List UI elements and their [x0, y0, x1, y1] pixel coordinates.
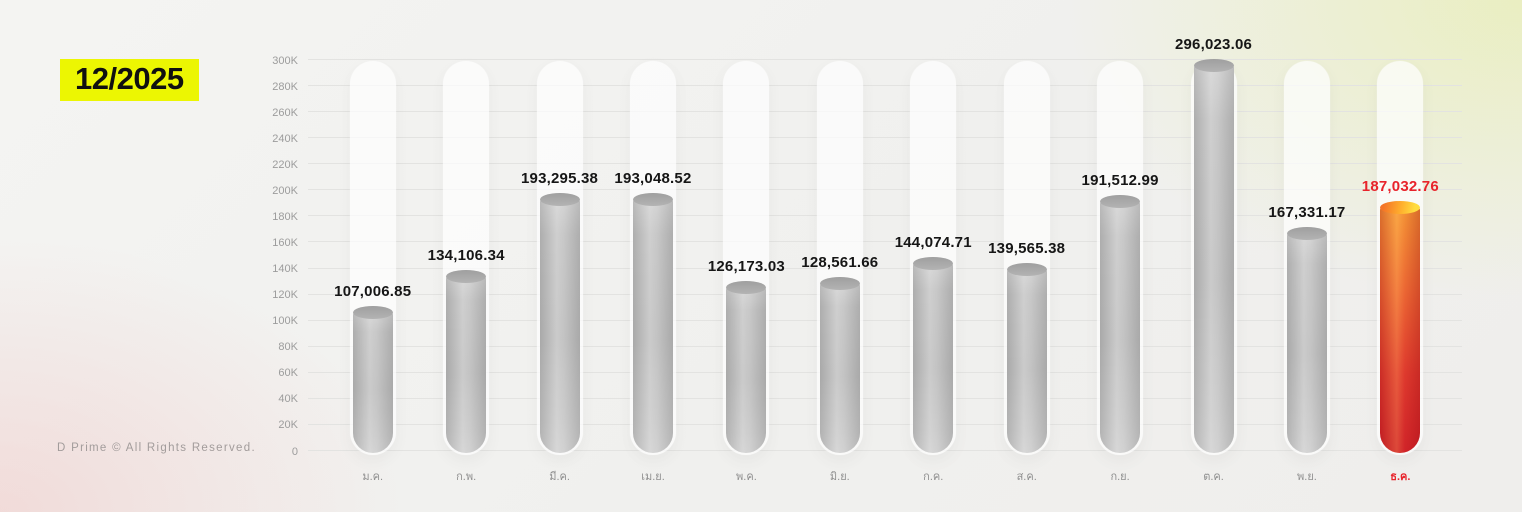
- x-axis-label: ก.พ.: [456, 471, 477, 483]
- bar-fill: [1100, 195, 1141, 453]
- bar-column: 193,048.52 เม.ย.: [606, 60, 699, 483]
- y-axis-label: 40K: [278, 393, 298, 406]
- x-axis-label: เม.ย.: [641, 471, 665, 483]
- bar-fill: [352, 305, 393, 453]
- x-axis-label: พ.ย.: [1297, 471, 1317, 483]
- y-axis-label: 0: [291, 445, 298, 458]
- bar-column: 187,032.76 ธ.ค.: [1354, 60, 1447, 483]
- bar-fill-top-ellipse: [1286, 226, 1327, 240]
- x-axis-label: ธ.ค.: [1390, 471, 1411, 483]
- bar-fill: [446, 270, 487, 453]
- y-axis-label: 280K: [272, 80, 298, 93]
- bar-value-label: 126,173.03: [707, 257, 785, 275]
- y-axis-label: 300K: [272, 54, 298, 67]
- bar-fill: [539, 193, 580, 453]
- bar-fill: [632, 193, 673, 453]
- gridline: [308, 163, 1462, 165]
- y-axis-label: 200K: [272, 184, 298, 197]
- x-axis-label: ก.ย.: [1110, 471, 1130, 483]
- bar-value-label: 193,048.52: [614, 170, 692, 188]
- bar-fill-top-ellipse: [1380, 201, 1421, 215]
- bar-fill-top-ellipse: [819, 277, 860, 291]
- bar-column: 126,173.03 พ.ค.: [700, 60, 793, 483]
- bar-fill-top-ellipse: [352, 305, 393, 319]
- gridline: [308, 319, 1462, 321]
- plot-area: 107,006.85 ม.ค. 134,106.34 ก.พ. 193,295.38 มี…: [308, 36, 1462, 483]
- bar-fill: [1193, 59, 1234, 453]
- y-axis: 0 20K 40K 60K 80K 100K 120K 140K 160K 180K 200K 220…: [228, 55, 298, 458]
- bar-column: 134,106.34 ก.พ.: [419, 60, 512, 483]
- period-badge: 12/2025: [60, 59, 199, 102]
- x-axis-label: ส.ค.: [1016, 471, 1037, 483]
- bar-fill-top-ellipse: [446, 270, 487, 284]
- y-axis-label: 100K: [272, 315, 298, 328]
- gridline: [308, 137, 1462, 139]
- bar-value-label: 144,074.71: [894, 234, 972, 252]
- y-axis-label: 20K: [278, 419, 298, 432]
- bar-fill: [913, 257, 954, 453]
- gridline: [308, 423, 1462, 425]
- bar-fill-top-ellipse: [539, 193, 580, 207]
- x-axis-label: ม.ค.: [362, 471, 384, 483]
- gridline: [308, 111, 1462, 113]
- gridline: [308, 215, 1462, 217]
- bar-fill-top-ellipse: [1100, 195, 1141, 209]
- bar-fill: [1286, 226, 1327, 453]
- bar-value-label: 128,561.66: [801, 254, 879, 272]
- copyright-text: D Prime © All Rights Reserved.: [57, 442, 256, 454]
- gridline: [308, 397, 1462, 399]
- bar-column: 167,331.17 พ.ย.: [1260, 60, 1353, 483]
- gridline: [308, 241, 1462, 243]
- bar-value-label: 187,032.76: [1361, 178, 1439, 196]
- bar-fill: [819, 277, 860, 453]
- y-axis-label: 120K: [272, 289, 298, 302]
- y-axis-label: 60K: [278, 367, 298, 380]
- gridline: [308, 267, 1462, 269]
- bar-fill-top-ellipse: [726, 280, 767, 294]
- x-axis-label: ต.ค.: [1203, 471, 1224, 483]
- bar-value-label: 193,295.38: [521, 170, 599, 188]
- bar-column: 139,565.38 ส.ค.: [980, 60, 1073, 483]
- x-axis-label: มิ.ย.: [829, 471, 850, 483]
- bar-column: 193,295.38 มี.ค.: [513, 60, 606, 483]
- bar-value-label: 191,512.99: [1081, 172, 1159, 190]
- gridline: [308, 189, 1462, 191]
- bar-column: 144,074.71 ก.ค.: [887, 60, 980, 483]
- bar-column: 107,006.85 ม.ค.: [326, 60, 419, 483]
- y-axis-label: 240K: [272, 132, 298, 145]
- bar-fill-top-ellipse: [913, 257, 954, 271]
- bar-fill-top-ellipse: [1006, 263, 1047, 277]
- bar-value-label: 139,565.38: [988, 240, 1066, 258]
- bar-fill: [1380, 201, 1421, 453]
- gridline: [308, 85, 1462, 87]
- bar-fill-top-ellipse: [632, 193, 673, 207]
- y-axis-label: 80K: [278, 341, 298, 354]
- y-axis-label: 140K: [272, 263, 298, 276]
- x-axis-label: มี.ค.: [549, 471, 570, 483]
- bar-fill: [1006, 263, 1047, 453]
- bar-column: 296,023.06 ต.ค.: [1167, 36, 1260, 483]
- x-axis-label: ก.ค.: [923, 471, 944, 483]
- gridline: [308, 59, 1462, 60]
- bar-value-label: 107,006.85: [334, 282, 412, 300]
- y-axis-label: 260K: [272, 106, 298, 119]
- gridline: [308, 450, 1462, 451]
- gridline: [308, 345, 1462, 347]
- y-axis-label: 180K: [272, 210, 298, 223]
- y-axis-label: 160K: [272, 236, 298, 249]
- y-axis-label: 220K: [272, 158, 298, 171]
- bar-value-label: 134,106.34: [427, 247, 505, 265]
- bar-column: 191,512.99 ก.ย.: [1073, 60, 1166, 483]
- bar-fill: [726, 280, 767, 453]
- bar-value-label: 167,331.17: [1268, 203, 1346, 221]
- x-axis-label: พ.ค.: [736, 471, 757, 483]
- bar-series: 107,006.85 ม.ค. 134,106.34 ก.พ. 193,295.38 มี…: [326, 36, 1447, 483]
- bar-value-label: 296,023.06: [1174, 36, 1253, 54]
- bar-fill-top-ellipse: [1193, 59, 1234, 73]
- gridline: [308, 371, 1462, 373]
- bar-column: 128,561.66 มิ.ย.: [793, 60, 886, 483]
- gridline: [308, 293, 1462, 295]
